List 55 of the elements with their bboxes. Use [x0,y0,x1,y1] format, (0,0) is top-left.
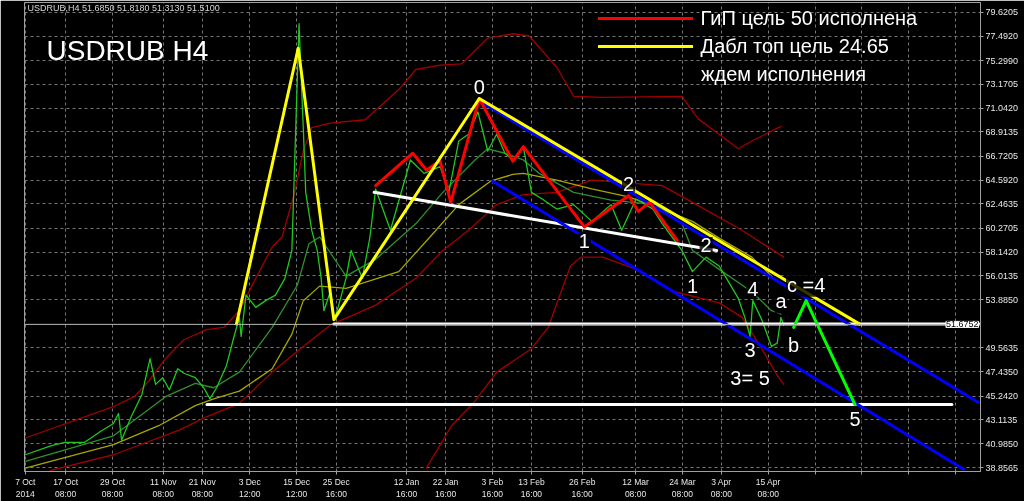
x-tick-label: 7 Oct 2014 [15,476,37,499]
y-tick-label: 56.0135 [985,270,1019,281]
annotation: 4 [747,277,759,300]
x-tick-label: 21 Nov 08:00 [188,476,217,499]
x-tick-label: 29 Oct 08:00 [99,476,126,499]
legend-label: Дабл топ цель 24.65 [700,34,889,58]
annotation: 2 [700,234,712,257]
y-tick-label: 68.9135 [985,126,1019,137]
x-tick-label: 25 Dec 16:00 [322,476,351,499]
y-tick-label: 43.1135 [985,414,1018,425]
x-tick-label: 3 Dec 12:00 [238,476,262,499]
text: USDRUB H4 [46,34,209,66]
y-tick-label: 40.9850 [985,438,1019,449]
y-tick-label: 45.2420 [985,391,1019,402]
annotation: ждем исполнения [701,62,867,85]
y-tick-label: 60.2705 [985,223,1019,234]
x-tick-label: 15 Apr 08:00 [755,476,781,499]
y-tick-label: 64.5920 [985,175,1019,186]
y-tick-label: 38.8565 [985,462,1019,473]
x-tick-label: 12 Mar 08:00 [622,476,649,499]
legend-label: ГиП цель 50 исполнена [700,6,918,30]
y-tick-label: 73.1705 [985,79,1019,90]
y-tick-label: 77.4920 [985,31,1019,42]
annotation: 0 [473,75,485,98]
y-tick-label: 75.2990 [985,55,1019,66]
y-tick-label: 66.7205 [985,151,1019,162]
x-tick-label: 12 Jan 16:00 [393,476,420,499]
x-tick-label: 22 Jan 16:00 [432,476,459,499]
annotation: 3= 5 [730,367,770,390]
y-tick-label: 58.1420 [985,247,1019,258]
line-series [425,256,785,469]
chart-subtitle: USDRUB,H4 51.6850 51.8180 51.3130 51.5100 [27,2,220,13]
x-tick-label: 17 Oct 08:00 [53,476,79,499]
x-tick-label: 13 Feb 16:00 [518,476,545,499]
x-tick-label: 15 Dec 12:00 [283,476,311,499]
annotation: b [788,334,800,357]
x-tick-label: 24 Mar 08:00 [669,476,696,499]
y-tick-label: 79.6205 [985,7,1019,18]
annotation: 2 [622,172,635,195]
x-tick-label: 3 Feb 16:00 [481,476,504,499]
annotation: c =4 [786,273,826,296]
y-tick-label: 53.8850 [985,294,1019,305]
y-tick-label: 47.4350 [985,366,1019,377]
x-tick-label: 11 Nov 08:00 [150,476,178,499]
y-tick-label: 49.5635 [985,342,1019,353]
annotation: 1 [686,274,699,297]
ref-line-label: 51.6752 [945,319,979,330]
y-tick-label: 71.0420 [985,103,1019,114]
x-tick-label: 26 Feb 16:00 [568,476,596,499]
annotation: 5 [849,407,861,430]
y-tick-label: 62.4635 [985,198,1019,209]
annotation: 3 [744,339,756,362]
annotation: a [775,290,788,313]
x-tick-label: 3 Apr 08:00 [710,476,733,499]
annotation: 1 [578,229,590,252]
